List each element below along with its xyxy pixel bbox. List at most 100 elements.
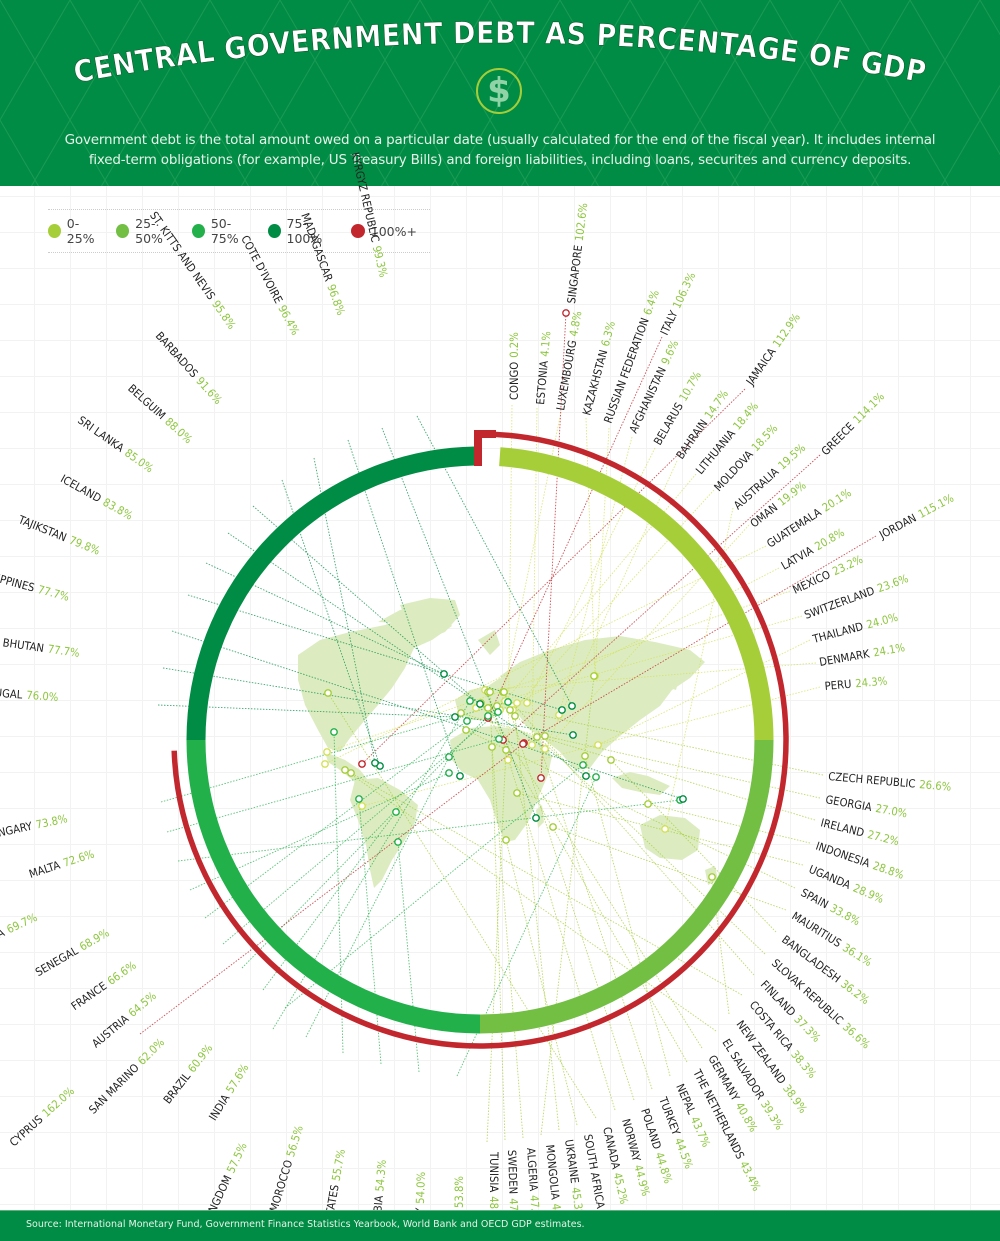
map-marker: [550, 824, 556, 830]
country-name: ST. KITTS AND NEVIS: [147, 209, 217, 302]
country-label: SWEDEN47.3%: [505, 1150, 521, 1212]
map-marker: [485, 705, 491, 711]
country-value: 115.1%: [916, 491, 956, 521]
country-label: INDIA57.6%: [207, 1061, 252, 1123]
country-value: 23.6%: [876, 572, 911, 595]
country-name: BHUTAN: [2, 636, 45, 655]
country-name: COTE D'IVOIRE: [238, 233, 285, 305]
country-value: 77.7%: [36, 583, 71, 604]
country-label: ICELAND83.8%: [58, 472, 135, 523]
country-label: UKRAINE45.3%: [562, 1139, 586, 1212]
map-marker: [485, 713, 491, 719]
country-name: KYRGYZ REPUBLIC: [348, 151, 381, 244]
country-value: 36.2%: [838, 978, 872, 1008]
country-label: URUGUAY54.0%: [412, 1171, 428, 1212]
country-label: JORDAN115.1%: [876, 491, 956, 542]
map-marker: [538, 775, 544, 781]
country-value: 72.6%: [62, 847, 97, 869]
country-name: NORWAY: [619, 1117, 643, 1163]
country-value: 45.2%: [611, 1171, 631, 1205]
map-marker: [487, 689, 493, 695]
country-value: 73.8%: [35, 812, 69, 831]
country-name: DENMARK: [818, 647, 871, 669]
country-name: SINGAPORE: [565, 244, 585, 304]
country-value: 79.8%: [67, 534, 102, 558]
map-marker: [458, 710, 464, 716]
country-value: 91.6%: [193, 375, 224, 408]
world-map: [298, 598, 718, 888]
country-label: CYPRUS162.0%: [7, 1084, 77, 1149]
country-name: MOROCCO: [267, 1158, 295, 1212]
map-marker: [324, 749, 330, 755]
country-value: 162.0%: [40, 1084, 78, 1120]
country-name: FRANCE: [69, 979, 109, 1013]
country-label: ESTONIA4.1%: [534, 330, 553, 405]
country-label: HUNGARY73.8%: [0, 812, 69, 843]
country-label: TAJIKSTAN79.8%: [16, 513, 103, 558]
country-name: SPAIN: [799, 886, 831, 911]
country-name: UGANDA: [807, 863, 853, 892]
country-name: PERU: [824, 678, 852, 693]
country-name: MALTA: [27, 859, 61, 881]
country-value: 76.0%: [26, 689, 59, 704]
country-value: 96.8%: [324, 283, 347, 318]
country-name: BRAZIL: [161, 1070, 194, 1107]
country-value: 43.4%: [737, 1159, 763, 1194]
country-name: SENEGAL: [33, 944, 80, 979]
country-value: 28.8%: [871, 859, 906, 882]
country-value: 57.6%: [224, 1061, 252, 1095]
country-value: 60.9%: [185, 1042, 215, 1076]
country-name: LUXEMBOURG: [554, 339, 579, 411]
country-value: 55.7%: [330, 1148, 348, 1182]
map-marker: [395, 839, 401, 845]
map-marker: [489, 744, 495, 750]
map-marker: [542, 733, 548, 739]
country-name: UKRAINE: [562, 1139, 581, 1185]
country-name: HUNGARY: [0, 820, 34, 843]
map-marker: [477, 701, 483, 707]
map-marker: [595, 742, 601, 748]
country-value: 77.7%: [47, 643, 81, 660]
country-label: ST. KITTS AND NEVIS95.8%: [147, 209, 238, 332]
country-label: SRI LANKA85.0%: [75, 414, 156, 476]
map-marker: [452, 714, 458, 720]
country-value: 95.8%: [209, 298, 238, 332]
country-value: 83.8%: [101, 496, 136, 523]
map-marker: [514, 700, 520, 706]
map-marker: [608, 757, 614, 763]
country-value: 18.4%: [731, 399, 762, 432]
country-value: 43.7%: [688, 1115, 713, 1150]
country-value: 19.5%: [776, 441, 809, 472]
map-marker: [507, 707, 513, 713]
country-name: SWEDEN: [505, 1150, 520, 1195]
country-label: BRAZIL60.9%: [161, 1042, 216, 1107]
map-marker: [342, 767, 348, 773]
country-value: 26.6%: [919, 778, 952, 794]
map-marker: [534, 734, 540, 740]
country-name: ALGERIA: [524, 1147, 540, 1191]
country-name: INDIA: [207, 1092, 233, 1123]
map-marker: [529, 742, 535, 748]
country-label: TUNISIA48.2%: [487, 1151, 500, 1212]
country-value: 36.6%: [840, 1020, 873, 1051]
map-marker: [496, 736, 502, 742]
map-marker: [512, 713, 518, 719]
map-marker: [322, 761, 328, 767]
country-label: MALDIVES53.8%: [453, 1176, 466, 1212]
map-marker: [463, 727, 469, 733]
country-value: 54.3%: [373, 1159, 389, 1192]
label-marker: [563, 310, 569, 316]
map-marker: [464, 718, 470, 724]
country-value: 99.3%: [370, 245, 390, 279]
country-name: IRELAND: [819, 816, 865, 839]
map-marker: [359, 761, 365, 767]
leader-line: [506, 840, 577, 1125]
country-label: UNITED KINGDOM57.5%: [184, 1140, 249, 1212]
map-marker: [467, 698, 473, 704]
map-marker: [569, 703, 575, 709]
country-value: 27.2%: [866, 828, 901, 848]
country-value: 38.9%: [780, 1082, 810, 1116]
